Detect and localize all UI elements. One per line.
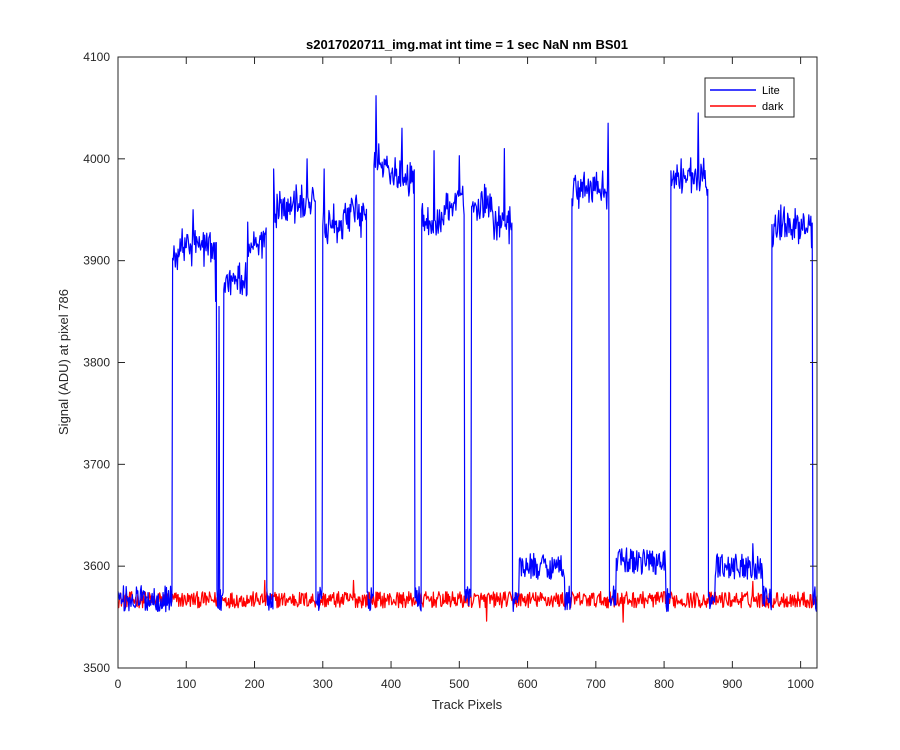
- x-tick-label: 800: [654, 677, 674, 691]
- y-tick-label: 4100: [83, 50, 110, 64]
- x-tick-label: 600: [518, 677, 538, 691]
- y-tick-label: 3600: [83, 559, 110, 573]
- series-line-dark: [117, 579, 818, 623]
- legend-label-lite: Lite: [762, 85, 780, 97]
- x-axis-label: Track Pixels: [432, 697, 503, 712]
- x-tick-label: 400: [381, 677, 401, 691]
- y-axis-label: Signal (ADU) at pixel 786: [56, 289, 71, 435]
- x-tick-label: 100: [176, 677, 196, 691]
- x-tick-label: 700: [586, 677, 606, 691]
- x-tick-label: 300: [313, 677, 333, 691]
- legend: Lite dark: [704, 77, 795, 118]
- y-tick-label: 3900: [83, 254, 110, 268]
- x-tick-label: 0: [115, 677, 122, 691]
- y-tick-label: 4000: [83, 152, 110, 166]
- legend-box: [704, 77, 795, 118]
- series-layer: [117, 95, 818, 623]
- y-axis-ticks: 3500 3600 3700 3800 3900 4000 4100: [83, 50, 817, 675]
- series-line-lite: [117, 95, 818, 613]
- x-axis-ticks: 0 100 200 300 400 500 600 700 800 900 1000: [115, 57, 814, 691]
- x-tick-label: 900: [722, 677, 742, 691]
- plot-area: [118, 57, 817, 668]
- y-tick-label: 3500: [83, 661, 110, 675]
- y-tick-label: 3800: [83, 356, 110, 370]
- legend-label-dark: dark: [762, 101, 784, 113]
- x-tick-label: 200: [245, 677, 265, 691]
- y-tick-label: 3700: [83, 457, 110, 471]
- x-tick-label: 500: [449, 677, 469, 691]
- x-tick-label: 1000: [787, 677, 814, 691]
- chart-title: s2017020711_img.mat int time = 1 sec NaN…: [306, 37, 628, 52]
